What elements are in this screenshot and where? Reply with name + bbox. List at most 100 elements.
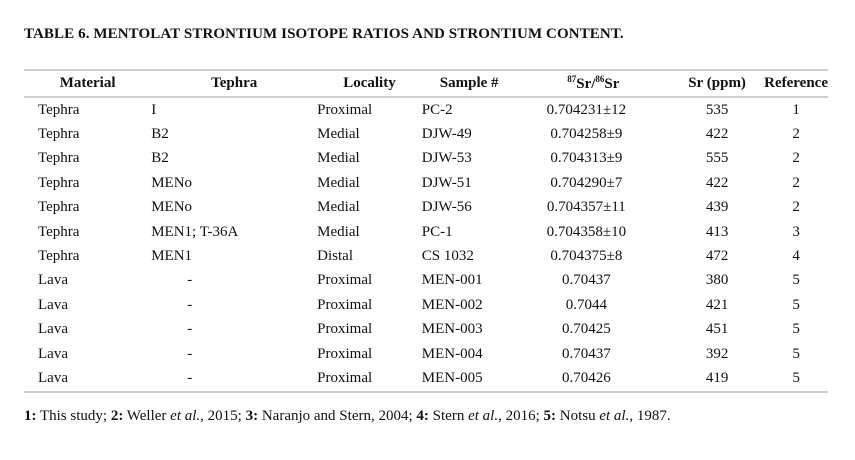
cell-tephra: - <box>187 272 193 289</box>
cell-sr: 472 <box>705 248 729 265</box>
fn-text: Weller <box>123 408 171 424</box>
cell-reference: 2 <box>792 150 800 167</box>
cell-locality: Proximal <box>317 101 373 118</box>
cell-reference: 5 <box>792 369 800 386</box>
cell-sample: MEN-004 <box>421 345 483 362</box>
cell-sample: MEN-003 <box>421 321 483 338</box>
cell-reference: 5 <box>792 345 800 362</box>
table-row: Tephra I Proximal PC-2 0.704231±12 535 1 <box>24 97 828 122</box>
cell-tephra: MENo <box>151 174 193 191</box>
cell-locality: Distal <box>317 248 354 265</box>
cell-sr: 451 <box>705 321 729 338</box>
cell-locality: Proximal <box>317 321 373 338</box>
fn-text: , 1987. <box>629 408 671 424</box>
cell-sr: 422 <box>705 174 729 191</box>
cell-ratio: 0.704313±9 <box>550 150 623 167</box>
cell-locality: Medial <box>317 199 360 216</box>
header-material: Material <box>59 75 116 91</box>
fn-text: This study; <box>36 408 111 424</box>
cell-reference: 4 <box>792 248 800 265</box>
cell-ratio: 0.70437 <box>561 345 611 362</box>
cell-ratio: 0.704290±7 <box>550 174 623 191</box>
header-sr: Sr (ppm) <box>688 75 746 91</box>
cell-reference: 3 <box>792 223 800 240</box>
cell-reference: 1 <box>792 101 800 118</box>
cell-sr: 421 <box>705 296 729 313</box>
fn-text: , 2015; <box>200 408 246 424</box>
cell-material: Lava <box>38 321 68 338</box>
ratio-sup-86: 86 <box>595 74 605 84</box>
cell-sr: 413 <box>705 223 729 240</box>
fn-text: Stern <box>428 408 469 424</box>
table-row: Tephra MENo Medial DJW-56 0.704357±11 439 2 <box>24 196 828 220</box>
cell-reference: 2 <box>792 126 800 143</box>
fn-num: 1: <box>24 408 37 424</box>
cell-ratio: 0.704258±9 <box>550 126 623 143</box>
cell-locality: Proximal <box>317 345 373 362</box>
table-row: Lava - Proximal MEN-005 0.70426 419 5 <box>24 366 828 392</box>
cell-sample: DJW-56 <box>421 199 472 216</box>
cell-material: Tephra <box>38 223 80 240</box>
cell-ratio: 0.704375±8 <box>550 248 623 265</box>
fn-num: 2: <box>110 408 124 424</box>
fn-etal: et al. <box>170 408 201 424</box>
cell-locality: Proximal <box>317 272 373 289</box>
cell-tephra: MENo <box>151 199 193 216</box>
cell-ratio: 0.7044 <box>565 296 607 313</box>
cell-material: Lava <box>38 369 68 386</box>
cell-material: Tephra <box>38 150 80 167</box>
cell-tephra: MEN1; T-36A <box>151 223 239 240</box>
cell-sr: 439 <box>705 199 729 216</box>
cell-reference: 2 <box>792 174 800 191</box>
header-tephra: Tephra <box>211 75 258 91</box>
cell-sample: DJW-49 <box>421 126 472 143</box>
table-header-row: Material Tephra Locality Sample # 87Sr/8… <box>24 70 828 97</box>
cell-reference: 5 <box>792 296 800 313</box>
table-row: Lava - Proximal MEN-003 0.70425 451 5 <box>24 318 828 342</box>
cell-material: Tephra <box>38 126 80 143</box>
cell-sr: 380 <box>705 272 729 289</box>
fn-num: 3: <box>245 408 259 424</box>
cell-reference: 5 <box>792 321 800 338</box>
table-row: Lava - Proximal MEN-001 0.70437 380 5 <box>24 269 828 293</box>
cell-sample: MEN-002 <box>421 296 483 313</box>
cell-ratio: 0.704357±11 <box>546 199 626 216</box>
header-locality: Locality <box>343 75 396 91</box>
cell-ratio: 0.70437 <box>561 272 611 289</box>
cell-locality: Medial <box>317 150 360 167</box>
cell-sr: 419 <box>705 369 729 386</box>
footnote: 1: This study; 2: Weller et al., 2015; 3… <box>24 408 671 425</box>
cell-locality: Medial <box>317 126 360 143</box>
cell-tephra: B2 <box>151 126 169 143</box>
table-row: Lava - Proximal MEN-002 0.7044 421 5 <box>24 293 828 317</box>
cell-locality: Medial <box>317 223 360 240</box>
cell-sr: 555 <box>705 150 729 167</box>
header-ratio: 87Sr/86Sr <box>517 70 670 97</box>
cell-material: Tephra <box>38 174 80 191</box>
table-row: Tephra MENo Medial DJW-51 0.704290±7 422 2 <box>24 171 828 195</box>
cell-tephra: - <box>187 296 193 313</box>
cell-locality: Medial <box>317 174 360 191</box>
cell-material: Tephra <box>38 101 80 118</box>
cell-sample: DJW-51 <box>421 174 472 191</box>
cell-ratio: 0.70426 <box>561 369 611 386</box>
cell-sample: MEN-001 <box>421 272 483 289</box>
cell-sample: CS 1032 <box>421 248 474 265</box>
strontium-table: Material Tephra Locality Sample # 87Sr/8… <box>24 69 828 393</box>
cell-tephra: I <box>151 101 157 118</box>
cell-sample: PC-2 <box>421 101 453 118</box>
ratio-sup-87: 87 <box>567 74 577 84</box>
table-row: Tephra MEN1; T-36A Medial PC-1 0.704358±10 41… <box>24 220 828 244</box>
table-title: TABLE 6. MENTOLAT STRONTIUM ISOTOPE RATI… <box>24 26 624 42</box>
fn-etal: et al. <box>599 408 630 424</box>
cell-sr: 392 <box>705 345 729 362</box>
header-sample: Sample # <box>439 75 499 91</box>
cell-locality: Proximal <box>317 296 373 313</box>
fn-num: 4: <box>416 408 429 424</box>
table-row: Lava - Proximal MEN-004 0.70437 392 5 <box>24 342 828 366</box>
cell-material: Tephra <box>38 199 80 216</box>
header-reference: Reference <box>764 75 828 91</box>
table-row: Tephra B2 Medial DJW-49 0.704258±9 422 2 <box>24 122 828 146</box>
cell-reference: 2 <box>792 199 800 216</box>
table-row: Tephra B2 Medial DJW-53 0.704313±9 555 2 <box>24 147 828 171</box>
